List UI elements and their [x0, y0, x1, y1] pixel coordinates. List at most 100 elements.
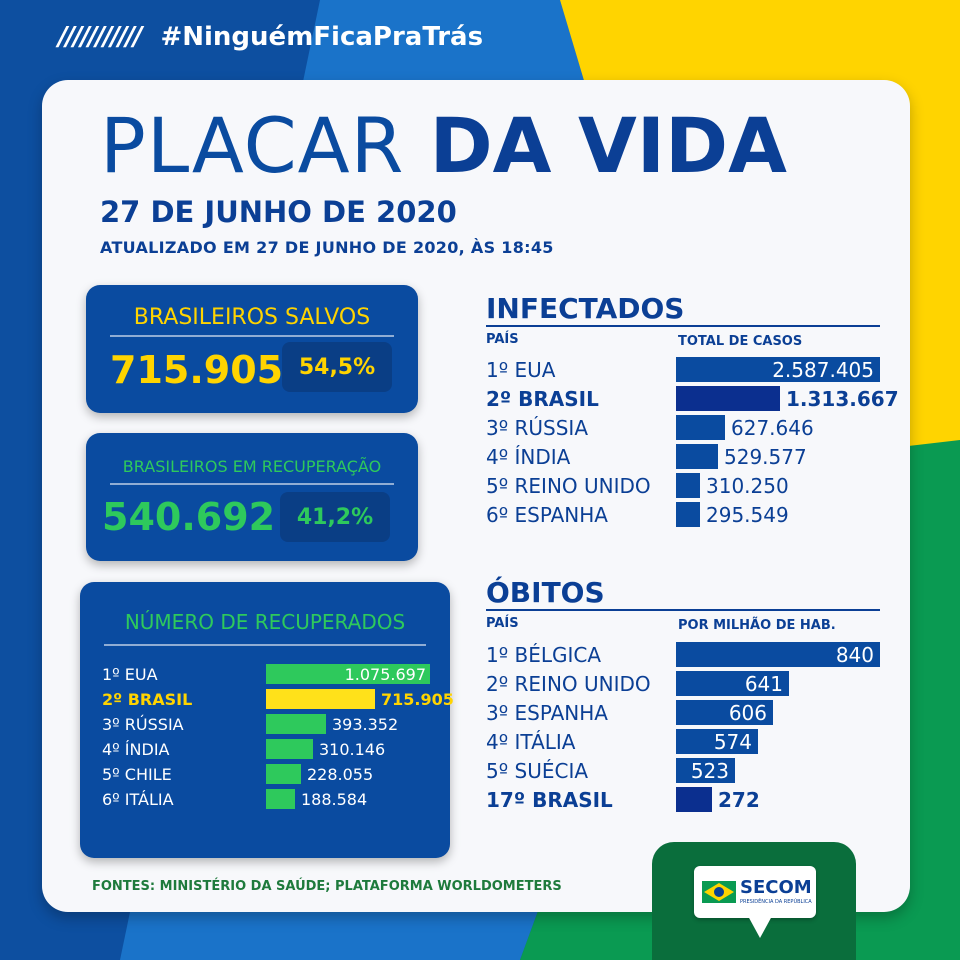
deaths-country: 5º SUÉCIA: [486, 759, 589, 783]
header: /////////// #NinguémFicaPraTrás: [58, 22, 483, 52]
infected-value: 295.549: [706, 503, 789, 527]
recovered-value: 715.905: [381, 690, 454, 709]
infected-value: 627.646: [731, 416, 814, 440]
deaths-country: 17º BRASIL: [486, 788, 613, 812]
infected-row: 2º BRASIL 1.313.667: [486, 386, 899, 412]
deaths-value: 574: [713, 730, 752, 754]
deaths-row: 1º BÉLGICA 840: [486, 642, 886, 668]
infected-bar: [676, 473, 700, 498]
infected-country: 1º EUA: [486, 358, 556, 382]
infected-value: 1.313.667: [786, 387, 899, 411]
deaths-col-value: POR MILHÃO DE HAB.: [678, 618, 836, 633]
title-part-1: PLACAR: [100, 101, 430, 190]
recovered-row: 1º EUA 1.075.697: [102, 664, 442, 686]
deaths-value: 641: [744, 672, 783, 696]
deaths-country: 2º REINO UNIDO: [486, 672, 651, 696]
infected-bar: [676, 386, 780, 411]
deaths-row: 2º REINO UNIDO 641: [486, 671, 886, 697]
infected-bar: [676, 444, 718, 469]
updated-timestamp: ATUALIZADO EM 27 DE JUNHO DE 2020, ÀS 18…: [100, 238, 554, 257]
deaths-bar: [676, 671, 789, 696]
infected-country: 3º RÚSSIA: [486, 416, 589, 440]
deaths-value: 523: [690, 759, 729, 783]
infected-row: 5º REINO UNIDO 310.250: [486, 473, 886, 499]
secom-name: SECOM: [740, 877, 812, 898]
page-title: PLACAR DA VIDA: [100, 108, 787, 184]
deaths-bar: [676, 642, 880, 667]
recovering-percent: 41,2%: [280, 492, 390, 542]
deaths-rule: [486, 609, 880, 611]
deaths-title: ÓBITOS: [486, 576, 605, 609]
recovered-label: NÚMERO DE RECUPERADOS: [124, 610, 406, 634]
recovered-divider: [104, 644, 426, 646]
deaths-col-country: PAÍS: [486, 616, 519, 631]
recovered-row: 6º ITÁLIA 188.584: [102, 789, 442, 811]
title-part-2: DA VIDA: [429, 101, 787, 190]
infected-bar: [676, 502, 700, 527]
deaths-row: 17º BRASIL 272: [486, 787, 886, 813]
recovered-row: 2º BRASIL 715.905: [102, 689, 454, 711]
recovered-row: 3º RÚSSIA 393.352: [102, 714, 442, 736]
recovered-country: 4º ÍNDIA: [102, 740, 170, 759]
infected-country: 6º ESPANHA: [486, 503, 608, 527]
recovered-box: NÚMERO DE RECUPERADOS: [80, 582, 450, 858]
infected-bar: [676, 415, 725, 440]
infected-value: 310.250: [706, 474, 789, 498]
recovering-value: 540.692: [102, 495, 276, 539]
recovered-country: 1º EUA: [102, 665, 158, 684]
recovered-bar: [266, 739, 313, 759]
recovered-value: 188.584: [301, 790, 368, 809]
saved-divider: [110, 335, 394, 337]
recovered-bar: [266, 714, 326, 734]
recovered-row: 5º CHILE 228.055: [102, 764, 442, 786]
recovered-bar: [266, 764, 301, 784]
deaths-value: 606: [728, 701, 767, 725]
deaths-country: 3º ESPANHA: [486, 701, 608, 725]
infected-country: 4º ÍNDIA: [486, 445, 571, 469]
deaths-value: 272: [718, 788, 760, 812]
deaths-country: 4º ITÁLIA: [486, 730, 576, 754]
saved-label: BRASILEIROS SALVOS: [133, 305, 371, 330]
recovered-bar: [266, 689, 375, 709]
recovered-country: 2º BRASIL: [102, 690, 193, 709]
recovered-country: 6º ITÁLIA: [102, 790, 174, 809]
deaths-country: 1º BÉLGICA: [486, 643, 602, 667]
deaths-value: 840: [835, 643, 874, 667]
infected-row: 4º ÍNDIA 529.577: [486, 444, 886, 470]
infected-col-value: TOTAL DE CASOS: [678, 334, 803, 349]
deaths-bar: [676, 787, 712, 812]
infected-bar: [676, 357, 880, 382]
deaths-row: 5º SUÉCIA 523: [486, 758, 886, 784]
recovered-bar: [266, 789, 295, 809]
deaths-bar: [676, 758, 735, 783]
recovered-bar: [266, 664, 430, 684]
recovering-divider: [110, 483, 394, 485]
deaths-row: 4º ITÁLIA 574: [486, 729, 886, 755]
secom-logo-tail: [748, 916, 772, 938]
infected-col-country: PAÍS: [486, 332, 519, 347]
infected-rule: [486, 325, 880, 327]
flag-icon: [702, 881, 736, 903]
infected-value: 2.587.405: [772, 358, 874, 382]
infected-row: 6º ESPANHA 295.549: [486, 502, 886, 528]
sources-note: FONTES: MINISTÉRIO DA SAÚDE; PLATAFORMA …: [92, 879, 562, 894]
saved-percent: 54,5%: [282, 342, 392, 392]
recovered-country: 3º RÚSSIA: [102, 715, 184, 734]
recovered-value: 228.055: [307, 765, 374, 784]
recovered-value: 310.146: [319, 740, 386, 759]
infected-row: 1º EUA 2.587.405: [486, 357, 886, 383]
infected-title: INFECTADOS: [486, 292, 685, 325]
saved-value: 715.905: [110, 348, 284, 392]
infected-value: 529.577: [724, 445, 807, 469]
deaths-bar: [676, 729, 758, 754]
recovered-value: 1.075.697: [344, 665, 426, 684]
date-heading: 27 DE JUNHO DE 2020: [100, 195, 457, 229]
deaths-row: 3º ESPANHA 606: [486, 700, 886, 726]
infected-row: 3º RÚSSIA 627.646: [486, 415, 886, 441]
recovered-row: 4º ÍNDIA 310.146: [102, 739, 442, 761]
recovering-label: BRASILEIROS EM RECUPERAÇÃO: [122, 457, 382, 476]
infected-country: 5º REINO UNIDO: [486, 474, 651, 498]
hashtag: #NinguémFicaPraTrás: [160, 22, 484, 52]
infected-country: 2º BRASIL: [486, 387, 599, 411]
secom-subtitle: PRESIDÊNCIA DA REPÚBLICA: [740, 899, 812, 905]
